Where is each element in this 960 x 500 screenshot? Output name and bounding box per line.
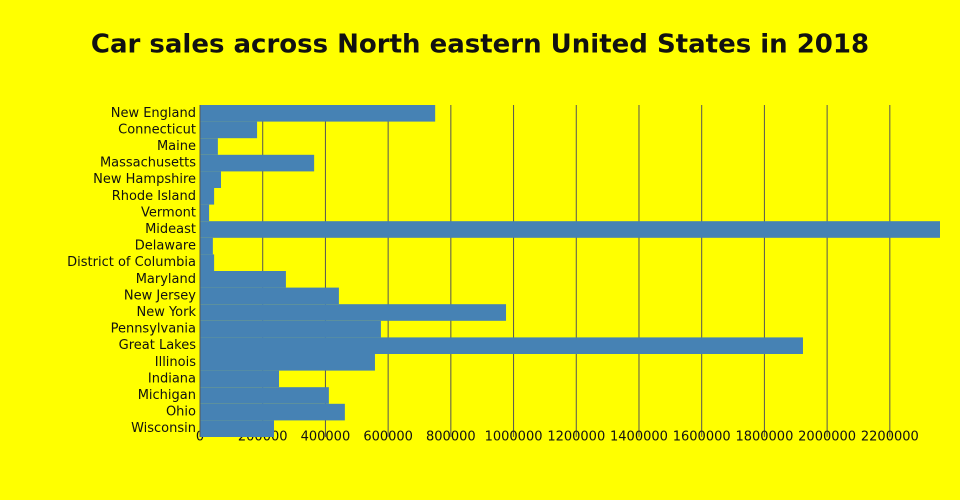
bar <box>200 138 218 155</box>
bar <box>200 271 286 288</box>
x-tick-label: 1800000 <box>735 430 793 445</box>
bar <box>200 105 436 122</box>
bar <box>200 171 222 188</box>
x-tick-label: 2000000 <box>798 430 856 445</box>
x-tick-label: 1200000 <box>547 430 605 445</box>
y-tick-label: Maine <box>157 139 196 154</box>
y-tick-label: District of Columbia <box>67 255 196 270</box>
y-tick-label: New England <box>111 106 196 121</box>
y-tick-label: Maryland <box>136 272 196 287</box>
y-tick-label: Connecticut <box>118 122 196 137</box>
y-tick-label: Vermont <box>141 205 196 220</box>
bar <box>200 370 280 388</box>
x-tick-label: 1600000 <box>673 430 731 445</box>
y-tick-label: Rhode Island <box>112 189 196 204</box>
y-tick-label: Wisconsin <box>131 421 196 436</box>
y-tick-label: Ohio <box>166 405 196 420</box>
bar <box>200 204 210 222</box>
bar <box>200 403 345 421</box>
bar <box>200 337 803 354</box>
bar <box>200 320 381 338</box>
y-tick-label: Indiana <box>148 371 196 386</box>
x-tick-label: 2200000 <box>861 430 919 445</box>
y-tick-label: Michigan <box>138 388 196 403</box>
y-tick-label: New Jersey <box>124 288 196 303</box>
y-tick-label: Illinois <box>155 355 196 370</box>
x-tick-label: 1400000 <box>610 430 668 445</box>
bar <box>200 154 315 172</box>
x-tick-label: 800000 <box>426 430 476 445</box>
bar <box>200 121 258 139</box>
bar <box>200 387 329 404</box>
y-tick-label: Mideast <box>145 222 196 237</box>
y-tick-label: Pennsylvania <box>111 322 196 337</box>
bar <box>200 237 213 255</box>
y-tick-label: Great Lakes <box>119 338 197 353</box>
y-tick-label: Massachusetts <box>100 156 196 171</box>
bar <box>200 354 375 371</box>
bar <box>200 188 215 205</box>
y-tick-label: New York <box>136 305 196 320</box>
bar <box>200 420 274 437</box>
bar <box>200 304 507 321</box>
bar <box>200 287 339 305</box>
bar <box>200 221 940 238</box>
chart-title: Car sales across North eastern United St… <box>91 30 869 60</box>
x-tick-label: 400000 <box>301 430 351 445</box>
y-tick-label: New Hampshire <box>93 172 196 187</box>
y-tick-label: Delaware <box>135 239 196 254</box>
bar <box>200 254 215 271</box>
x-tick-label: 1000000 <box>485 430 543 445</box>
x-tick-label: 600000 <box>363 430 413 445</box>
